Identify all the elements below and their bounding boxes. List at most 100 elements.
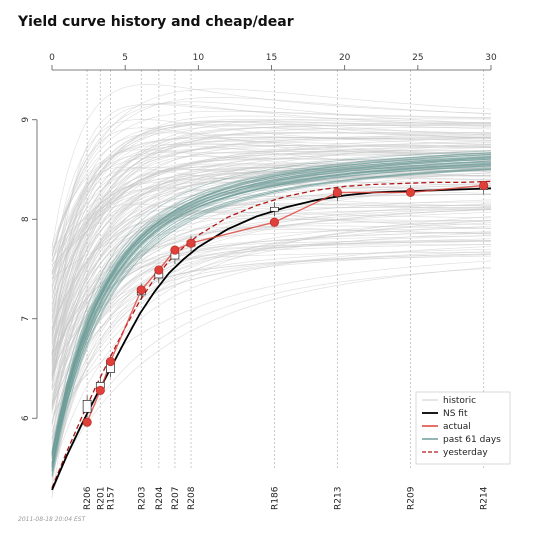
actual-yield-point	[136, 285, 146, 295]
recent-curve	[51, 164, 492, 470]
historic-curve	[51, 204, 492, 381]
historic-curve	[51, 158, 491, 373]
recent-curve	[51, 168, 492, 475]
historic-curve	[51, 126, 491, 380]
recent-curve	[51, 153, 492, 454]
bond-label-r207: R207	[171, 487, 181, 510]
recent-curve	[51, 165, 492, 472]
x-tick-label: 5	[122, 53, 128, 63]
historic-curve	[51, 103, 492, 293]
x-tick-label: 0	[49, 53, 55, 63]
actual-yield-point	[332, 187, 342, 197]
historic-curve	[51, 194, 491, 351]
recent-curve	[51, 160, 492, 464]
actual-yield-point	[154, 265, 164, 275]
bond-label-r203: R203	[137, 487, 147, 510]
historic-curve	[51, 169, 491, 337]
historic-curve	[51, 254, 492, 405]
historic-curve	[51, 216, 492, 439]
historic-curve	[51, 211, 492, 391]
historic-curve	[51, 199, 492, 425]
x-tick-label: 15	[266, 53, 277, 63]
recent-curve	[51, 167, 492, 463]
recent-curve	[51, 168, 492, 472]
actual-yield-point	[82, 417, 92, 427]
actual-yield-point	[269, 217, 279, 227]
bond-label-r208: R208	[187, 486, 197, 510]
historic-curve	[51, 240, 492, 460]
recent-curve	[51, 157, 492, 468]
historic-curve	[51, 153, 491, 361]
recent-curve	[51, 156, 492, 463]
historic-curve	[51, 103, 492, 337]
yesterday-curve	[51, 180, 492, 489]
historic-curve	[51, 118, 491, 313]
historic-curve	[51, 260, 492, 415]
recent-curve	[51, 152, 492, 454]
y-tick-label: 9	[21, 117, 31, 123]
historic-curve	[51, 119, 492, 270]
actual-yield-point	[479, 180, 489, 190]
historic-curve	[51, 244, 492, 498]
historic-curve	[51, 124, 492, 256]
bond-label-r204: R204	[155, 486, 165, 510]
bond-label-r206: R206	[83, 486, 93, 510]
recent-curve	[51, 150, 492, 452]
recent-curve	[51, 157, 492, 457]
historic-curve	[51, 137, 492, 310]
past-61-days-curves	[51, 150, 492, 478]
recent-curve	[51, 152, 492, 465]
x-tick-label: 30	[485, 53, 497, 63]
recent-curve	[51, 163, 492, 467]
historic-curve	[51, 183, 492, 279]
historic-curve	[51, 253, 492, 371]
historic-curve	[51, 149, 492, 360]
historic-curve	[51, 208, 492, 401]
historic-curve	[51, 147, 492, 331]
y-tick-label: 6	[21, 415, 31, 421]
historic-curve	[51, 227, 492, 367]
historic-curve	[51, 266, 492, 484]
x-tick-label: 10	[193, 53, 205, 63]
historic-curve	[51, 172, 492, 387]
actual-yield-point	[186, 238, 196, 248]
y-tick-label: 7	[21, 316, 31, 322]
historic-curve	[51, 185, 492, 380]
recent-curve	[51, 158, 492, 464]
chart-title: Yield curve history and cheap/dear	[18, 14, 294, 30]
historic-curve	[51, 101, 492, 256]
recent-curve	[51, 163, 492, 468]
recent-curve	[51, 153, 492, 452]
recent-curve	[51, 169, 492, 465]
historic-curve	[51, 165, 492, 413]
historic-curve	[51, 167, 492, 307]
bond-range-box	[82, 399, 92, 413]
recent-curve	[51, 156, 492, 452]
historic-curve	[51, 145, 492, 316]
legend-box	[415, 391, 511, 465]
y-tick-label: 8	[21, 216, 31, 222]
historic-curve	[51, 137, 491, 288]
actual-yield-point	[170, 245, 180, 255]
recent-curve	[51, 157, 492, 455]
timestamp-footer: 2011-08-18 20:04 EST	[18, 516, 86, 523]
recent-curve	[51, 160, 492, 469]
historic-curve	[51, 226, 492, 379]
recent-curve	[51, 169, 492, 478]
historic-curve	[51, 174, 492, 403]
historic-curve	[51, 186, 492, 409]
recent-curve	[51, 160, 492, 456]
recent-curve	[51, 158, 492, 467]
historic-curve	[51, 166, 492, 328]
bond-label-r157: R157	[107, 487, 117, 510]
recent-curve	[51, 157, 492, 457]
actual-yield-point	[105, 356, 116, 367]
historic-curve	[51, 240, 491, 449]
historic-curve	[51, 136, 491, 291]
historic-curve	[51, 167, 492, 353]
recent-curve	[51, 152, 492, 460]
historic-curve	[51, 168, 492, 391]
recent-curve	[51, 156, 492, 454]
